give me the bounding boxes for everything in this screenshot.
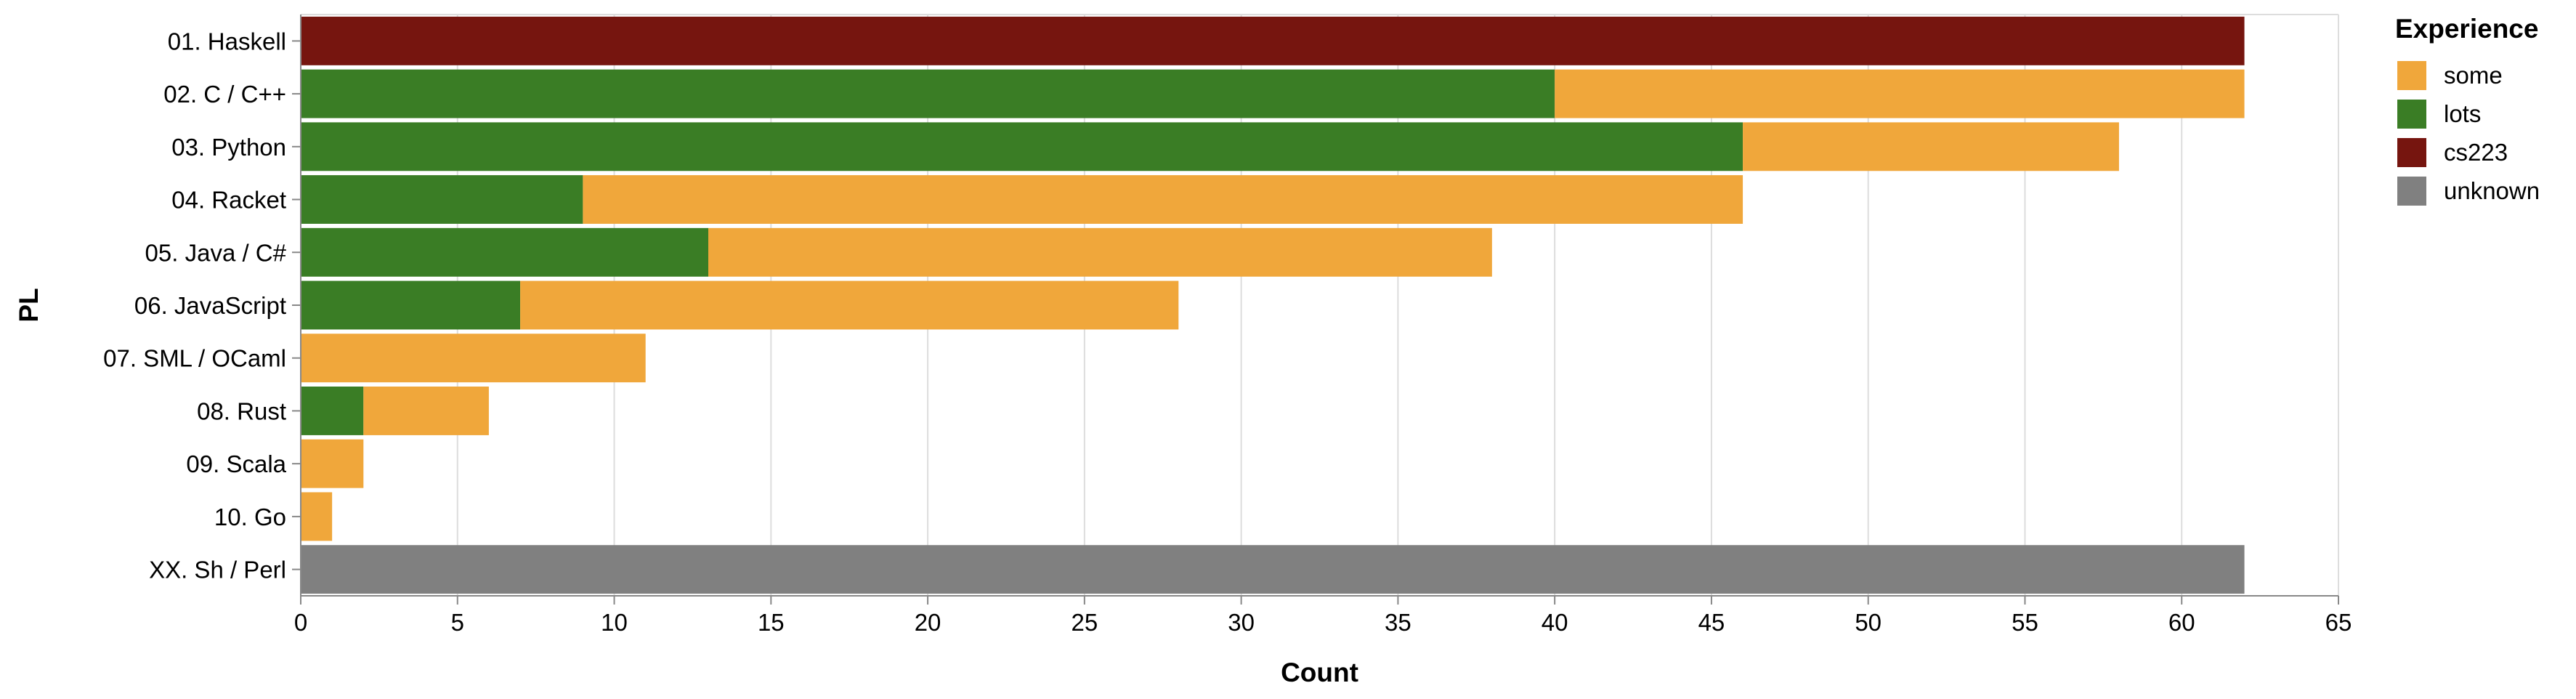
bar-segment-some [301,492,333,541]
y-tick-label: 01. Haskell [168,28,286,54]
x-tick-labels: 0 5 10 15 20 25 30 35 40 45 50 55 60 65 [294,609,2352,636]
legend-title: Experience [2395,14,2538,44]
legend-label-some: some [2444,62,2503,89]
bars [301,16,2245,594]
bar-segment-some [520,280,1179,330]
y-axis-title: PL [14,288,44,322]
bar-segment-lots [301,175,583,224]
y-tick-label: 06. JavaScript [134,292,286,319]
x-tick-label: 65 [2325,609,2352,636]
y-tick-label: 02. C / C++ [163,81,286,108]
y-tick-label: 03. Python [171,134,286,161]
bar-segment-some [583,175,1743,224]
legend-label-cs223: cs223 [2444,139,2508,166]
x-tick-label: 0 [294,609,307,636]
bar-segment-cs223 [301,16,2245,65]
y-tick-label: 10. Go [214,504,286,530]
bar-segment-unknown [301,545,2245,594]
legend-label-lots: lots [2444,100,2481,127]
x-tick-label: 5 [451,609,464,636]
y-tick-label: 09. Scala [186,450,286,477]
x-tick-label: 10 [601,609,628,636]
bar-segment-some [708,227,1492,277]
bar-segment-lots [301,122,1743,171]
bar-segment-some [1555,69,2245,118]
bar-segment-lots [301,387,364,435]
y-tick-label: 07. SML / OCaml [103,345,286,372]
x-tick-label: 55 [2012,609,2038,636]
x-tick-label: 35 [1385,609,1411,636]
bar-segment-some [301,439,364,488]
y-tick-label: 08. Rust [197,397,286,424]
y-tick-label: 04. Racket [171,187,286,214]
legend: Experience some lots cs223 unknown [2395,14,2540,206]
legend-items: some lots cs223 unknown [2397,61,2540,206]
bar-segment-lots [301,227,708,277]
y-tick-labels: 01. Haskell 02. C / C++ 03. Python 04. Rack… [103,28,287,583]
legend-swatch-lots [2397,100,2426,129]
x-tick-label: 15 [758,609,785,636]
x-tick-label: 50 [1855,609,1882,636]
bar-segment-lots [301,280,521,330]
x-tick-label: 20 [915,609,941,636]
bar-segment-some [1743,122,2119,171]
bar-segment-lots [301,69,1555,118]
legend-swatch-cs223 [2397,138,2426,167]
x-tick-label: 30 [1228,609,1255,636]
bar-segment-some [301,334,646,383]
y-tick-label: 05. Java / C# [145,239,287,266]
legend-swatch-unknown [2397,177,2426,206]
axes [292,15,2339,605]
x-tick-label: 60 [2168,609,2195,636]
y-tick-label: XX. Sh / Perl [149,557,286,583]
bar-segment-some [363,387,489,435]
x-tick-label: 25 [1071,609,1098,636]
legend-swatch-some [2397,61,2426,90]
x-axis-title: Count [1281,658,1358,687]
legend-label-unknown: unknown [2444,177,2540,204]
x-tick-label: 45 [1698,609,1725,636]
x-tick-label: 40 [1542,609,1568,636]
